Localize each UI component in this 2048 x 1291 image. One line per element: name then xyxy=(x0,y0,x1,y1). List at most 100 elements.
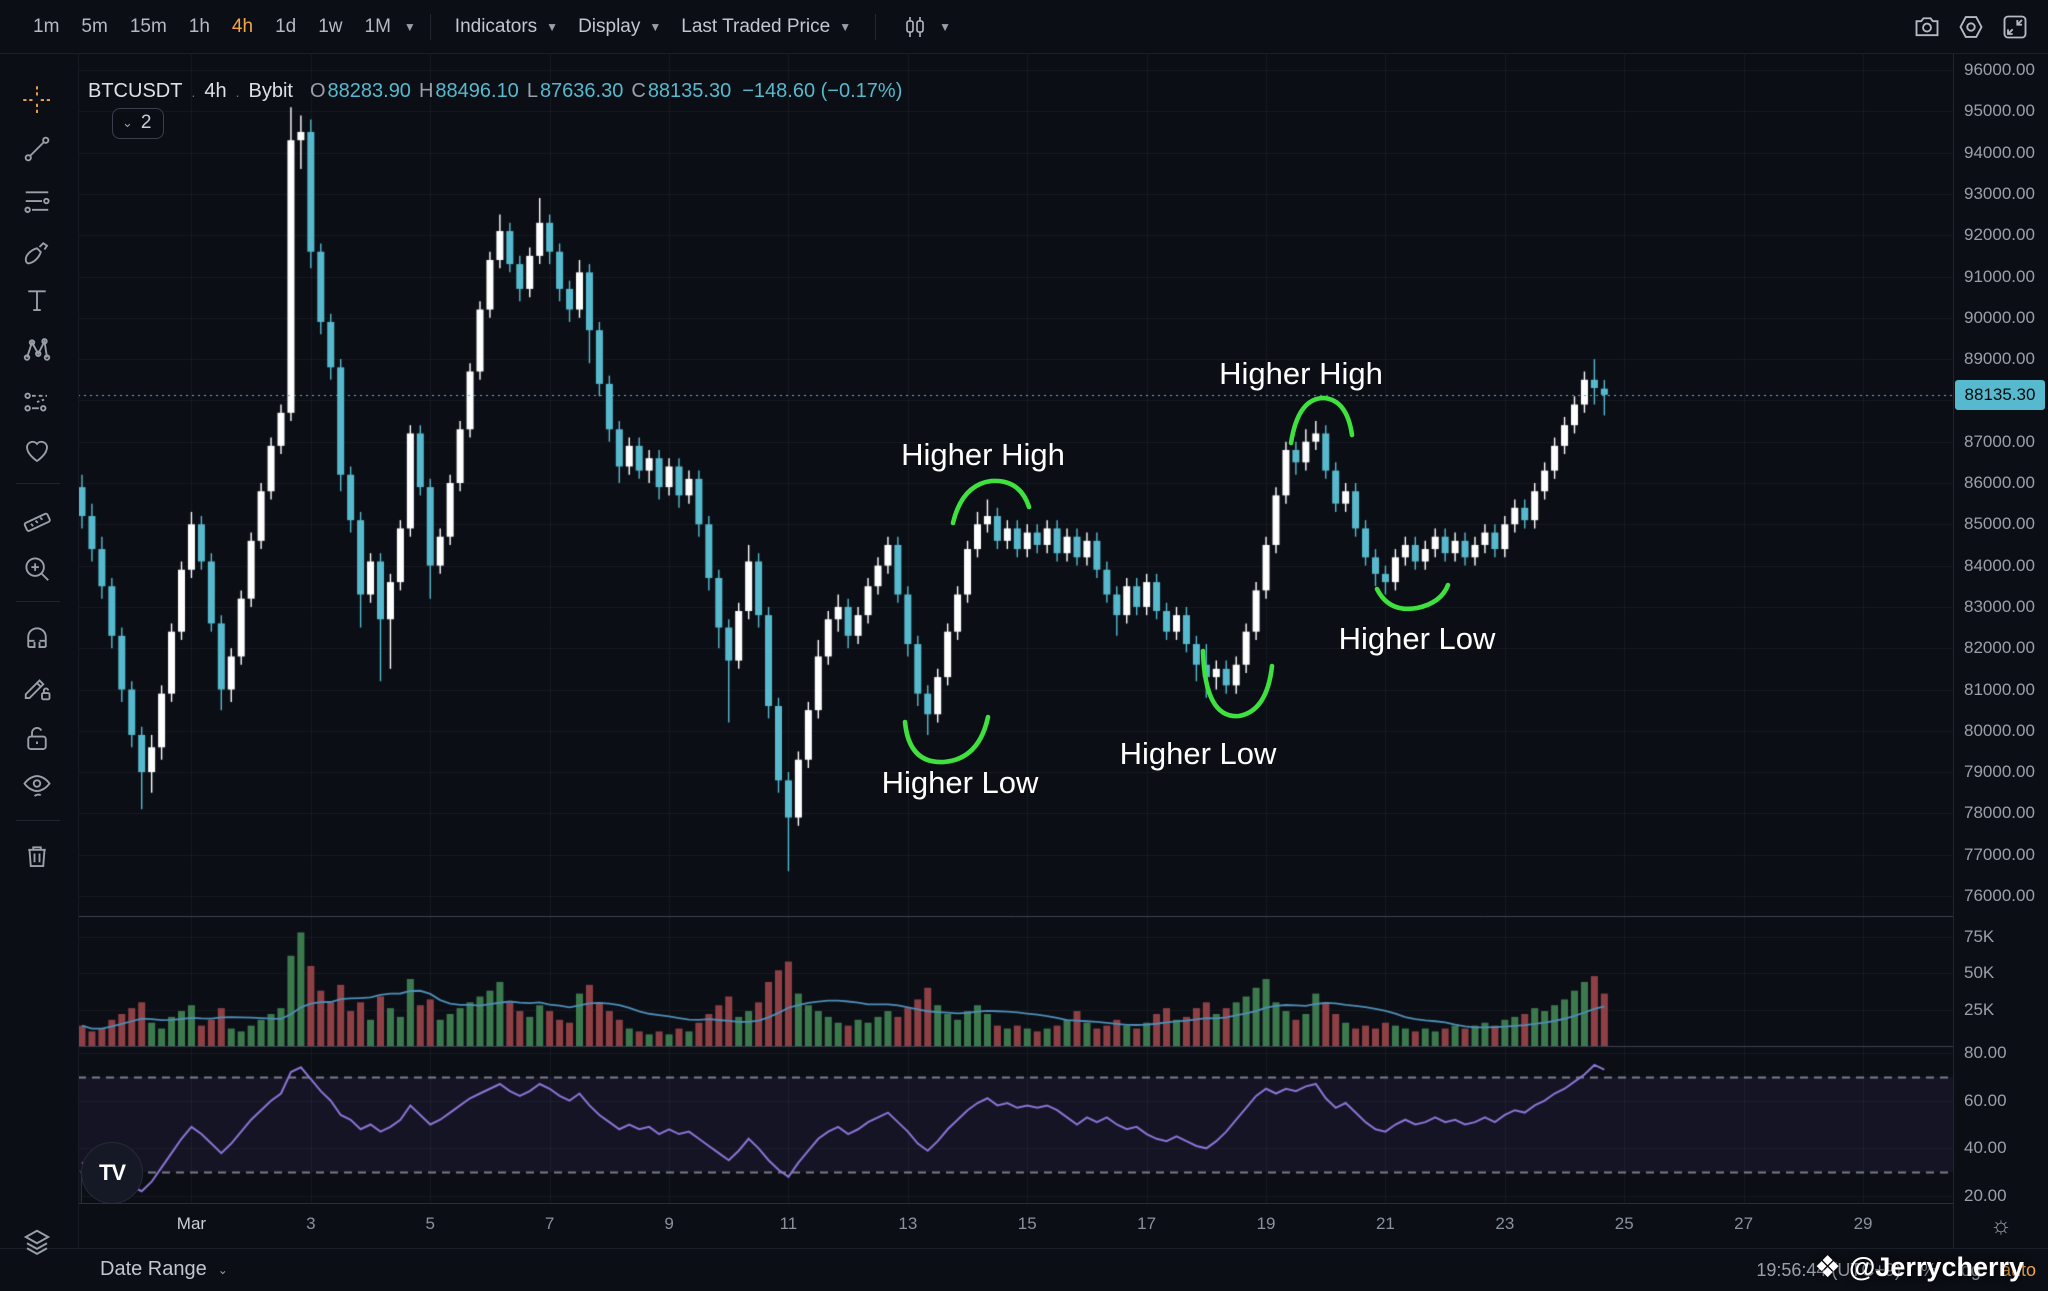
footer-right-group: 19:56:44 (UTC+9) % log auto xyxy=(1756,1260,2036,1281)
lock-icon[interactable] xyxy=(19,721,55,757)
timeframe-5m[interactable]: 5m xyxy=(81,15,108,37)
timeframe-group: 1m 5m 15m 1h 4h 1d 1w 1M xyxy=(22,11,402,43)
price-axis[interactable]: 96000.00 95000.00 94000.00 93000.00 92000.00… xyxy=(1953,54,2048,1248)
timeframe-4h[interactable]: 4h xyxy=(231,15,254,37)
candlestick-style-icon xyxy=(900,12,930,42)
time-tick-label: 23 xyxy=(1495,1214,1515,1233)
trend-line-icon[interactable] xyxy=(19,131,55,167)
timeframe-1h[interactable]: 1h xyxy=(188,15,210,37)
time-tick-label: 29 xyxy=(1853,1214,1873,1233)
chevron-down-icon: ▼ xyxy=(839,19,852,34)
timeframe-menu-chevron-icon[interactable]: ▼ xyxy=(403,19,416,34)
fullscreen-icon[interactable] xyxy=(2000,12,2030,42)
axis-tick-label: 83000.00 xyxy=(1964,596,2035,616)
time-tick-label: 9 xyxy=(664,1214,674,1233)
fib-retracement-icon[interactable] xyxy=(19,183,55,219)
symbol-interval[interactable]: 4h xyxy=(204,80,227,102)
axis-tick-label: 90000.00 xyxy=(1964,307,2035,327)
xabcd-pattern-icon[interactable] xyxy=(19,332,55,368)
chevron-down-icon: ⌄ xyxy=(122,115,133,130)
axis-tick-label: 80000.00 xyxy=(1964,720,2035,740)
annotation-text[interactable]: Higher High xyxy=(901,437,1065,472)
axis-tick-label: 81000.00 xyxy=(1964,679,2035,699)
display-menu[interactable]: Display ▼ xyxy=(568,11,671,43)
axis-tick-label: 40.00 xyxy=(1964,1138,2007,1158)
toolbar-divider xyxy=(16,601,60,602)
date-range-label: Date Range xyxy=(100,1258,207,1280)
symbol-info-row[interactable]: BTCUSDT . 4h . Bybit O 88283.90 H 88496.10 L… xyxy=(88,80,902,103)
ohlc-value: 88135.30 xyxy=(647,80,732,102)
axis-tick-label: 89000.00 xyxy=(1964,349,2035,369)
ohlc-letter: L xyxy=(526,80,538,102)
price-mode-label: Last Traded Price xyxy=(681,15,831,37)
time-tick-label: 27 xyxy=(1734,1214,1754,1233)
axis-tick-label: 86000.00 xyxy=(1964,473,2035,492)
bottom-bar: Date Range ⌄ 19:56:44 (UTC+9) % log auto xyxy=(0,1248,2048,1291)
time-tick-label: Mar xyxy=(176,1214,207,1233)
axis-tick-label: 94000.00 xyxy=(1964,142,2035,162)
timeframe-1m[interactable]: 1m xyxy=(33,15,60,37)
heart-icon[interactable] xyxy=(19,433,55,469)
remove-drawings-icon[interactable] xyxy=(19,838,55,874)
timeframe-15m[interactable]: 15m xyxy=(129,15,167,37)
axis-tick-label: 75K xyxy=(1964,926,1995,946)
camera-icon[interactable] xyxy=(1912,12,1942,42)
left-drawing-toolbar xyxy=(0,54,79,1291)
ruler-icon[interactable] xyxy=(19,500,55,536)
crosshair-icon[interactable] xyxy=(19,82,55,118)
ohlc-values: O 88283.90 H 88496.10 L 87636.30 C 88135.30 xyxy=(302,80,731,103)
chevron-down-icon: ▼ xyxy=(546,19,559,34)
time-axis[interactable]: Mar 3 5 7 9 11 13 15 17 19 21 23 25 27 29 xyxy=(0,1203,2048,1249)
percent-scale-button[interactable]: % xyxy=(1920,1260,1937,1280)
symbol-name[interactable]: BTCUSDT xyxy=(88,80,183,102)
time-tick-label: 21 xyxy=(1375,1214,1395,1233)
tradingview-logo[interactable]: TV xyxy=(81,1142,143,1204)
sun-icon[interactable]: ☼ xyxy=(1990,1212,2012,1239)
indicators-menu[interactable]: Indicators ▼ xyxy=(445,11,568,43)
timeframe-1d[interactable]: 1d xyxy=(275,15,297,37)
chevron-down-icon: ▼ xyxy=(649,19,662,34)
ohlc-value: 88496.10 xyxy=(435,80,519,102)
object-tree-badge[interactable]: ⌄ 2 xyxy=(112,108,165,139)
axis-tick-label: 87000.00 xyxy=(1964,431,2035,451)
axis-tick-label: 84000.00 xyxy=(1964,555,2035,575)
axis-tick-label: 50K xyxy=(1964,963,1995,983)
price-change: −148.60 (−0.17%) xyxy=(742,80,903,102)
text-icon[interactable] xyxy=(19,282,55,318)
auto-scale-button[interactable]: auto xyxy=(2000,1260,2036,1280)
symbol-exchange: Bybit xyxy=(248,80,293,102)
chevron-down-icon: ▼ xyxy=(939,19,951,34)
timeframe-1M[interactable]: 1M xyxy=(364,15,391,37)
axis-tick-label: 80.00 xyxy=(1964,1043,2007,1062)
annotation-text[interactable]: Higher Low xyxy=(1119,736,1277,771)
time-tick-label: 17 xyxy=(1137,1214,1157,1233)
hide-drawings-icon[interactable] xyxy=(19,768,55,804)
time-tick-label: 7 xyxy=(544,1214,555,1233)
timeframe-1w[interactable]: 1w xyxy=(318,15,343,37)
chart-style-menu[interactable]: ▼ xyxy=(890,7,961,47)
settings-icon[interactable] xyxy=(1956,12,1986,42)
brush-icon[interactable] xyxy=(19,234,55,270)
badge-count: 2 xyxy=(140,112,152,133)
price-mode-menu[interactable]: Last Traded Price ▼ xyxy=(671,11,861,43)
annotation-text[interactable]: Higher Low xyxy=(881,765,1039,800)
axis-tick-label: 76000.00 xyxy=(1964,886,2035,905)
layers-icon[interactable] xyxy=(16,1222,58,1262)
current-price-tag: 88135.30 xyxy=(1955,379,2045,410)
log-scale-button[interactable]: log xyxy=(1956,1260,1981,1280)
drawing-lock-icon[interactable] xyxy=(19,670,55,706)
chevron-down-icon: ⌄ xyxy=(217,1262,228,1277)
clock-label[interactable]: 19:56:44 (UTC+9) xyxy=(1756,1260,1901,1280)
axis-tick-label: 85000.00 xyxy=(1964,514,2035,534)
ohlc-value: 88283.90 xyxy=(327,80,411,102)
annotation-text[interactable]: Higher Low xyxy=(1338,621,1496,656)
zoom-in-icon[interactable] xyxy=(19,551,55,587)
axis-tick-label: 95000.00 xyxy=(1964,101,2035,121)
forecast-icon[interactable] xyxy=(19,384,55,420)
magnet-icon[interactable] xyxy=(19,619,55,655)
indicators-label: Indicators xyxy=(454,15,538,37)
annotation-text[interactable]: Higher High xyxy=(1219,356,1383,391)
date-range-button[interactable]: Date Range ⌄ xyxy=(100,1258,228,1281)
top-toolbar: 1m 5m 15m 1h 4h 1d 1w 1M ▼ Indicators ▼ Display… xyxy=(0,0,2048,54)
